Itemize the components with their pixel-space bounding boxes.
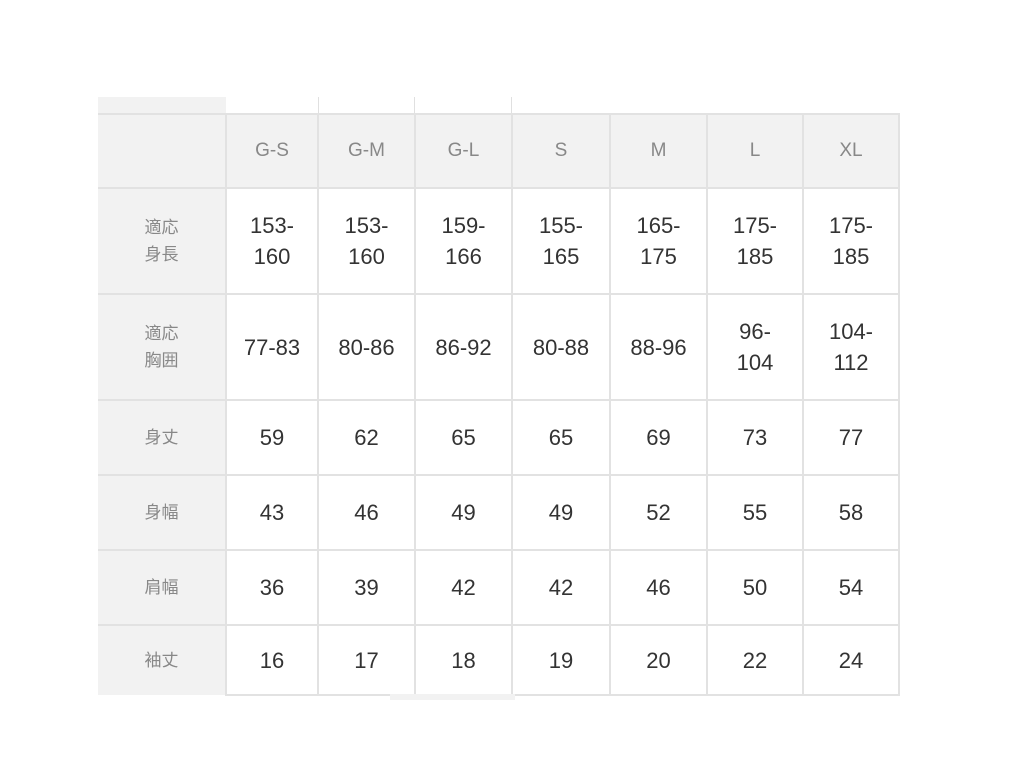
table-cell: 36 — [225, 549, 319, 626]
table-cell: 175- 185 — [802, 187, 900, 295]
table-cell: 153- 160 — [225, 187, 319, 295]
table-cell: 49 — [414, 474, 513, 551]
top-strip — [98, 97, 226, 113]
table-cell: 175- 185 — [706, 187, 804, 295]
divider — [318, 97, 319, 113]
table-cell: 59 — [225, 399, 319, 476]
header-row: G-S G-M G-L S M L XL — [98, 113, 900, 189]
table-cell: 165- 175 — [609, 187, 708, 295]
table-cell: 69 — [609, 399, 708, 476]
row-label: 適応 胸囲 — [98, 293, 227, 401]
size-chart-table: G-S G-M G-L S M L XL 適応 身長 153- 160 153- 160 159-… — [98, 113, 900, 696]
table-row: 身丈 59 62 65 65 69 73 77 — [98, 399, 900, 476]
row-label: 身幅 — [98, 474, 227, 551]
table-cell: 77-83 — [225, 293, 319, 401]
table-cell: 19 — [511, 624, 611, 696]
table-cell: 16 — [225, 624, 319, 696]
table-cell: 42 — [414, 549, 513, 626]
table-cell: 80-86 — [317, 293, 416, 401]
table-cell: 46 — [609, 549, 708, 626]
divider — [414, 97, 415, 113]
table-cell: 54 — [802, 549, 900, 626]
table-cell: 62 — [317, 399, 416, 476]
corner-cell — [98, 113, 227, 189]
column-header-g-m: G-M — [317, 113, 416, 189]
column-header-g-s: G-S — [225, 113, 319, 189]
column-header-l: L — [706, 113, 804, 189]
table-cell: 159- 166 — [414, 187, 513, 295]
divider — [511, 97, 512, 113]
table-cell: 77 — [802, 399, 900, 476]
table-cell: 20 — [609, 624, 708, 696]
table-cell: 155- 165 — [511, 187, 611, 295]
table-cell: 73 — [706, 399, 804, 476]
row-label: 肩幅 — [98, 549, 227, 626]
table-cell: 42 — [511, 549, 611, 626]
table-row: 肩幅 36 39 42 42 46 50 54 — [98, 549, 900, 626]
column-header-xl: XL — [802, 113, 900, 189]
table-cell: 46 — [317, 474, 416, 551]
table-cell: 96- 104 — [706, 293, 804, 401]
table-row: 適応 身長 153- 160 153- 160 159- 166 155- 165 165… — [98, 187, 900, 295]
table-cell: 49 — [511, 474, 611, 551]
column-header-m: M — [609, 113, 708, 189]
table-cell: 39 — [317, 549, 416, 626]
table-cell: 65 — [414, 399, 513, 476]
table-cell: 104- 112 — [802, 293, 900, 401]
table-cell: 80-88 — [511, 293, 611, 401]
table-cell: 22 — [706, 624, 804, 696]
table-cell: 153- 160 — [317, 187, 416, 295]
table-cell: 24 — [802, 624, 900, 696]
bottom-strip — [390, 694, 515, 700]
table-cell: 58 — [802, 474, 900, 551]
table-cell: 50 — [706, 549, 804, 626]
table-cell: 55 — [706, 474, 804, 551]
table-row: 袖丈 16 17 18 19 20 22 24 — [98, 624, 900, 696]
table-cell: 18 — [414, 624, 513, 696]
table-row: 身幅 43 46 49 49 52 55 58 — [98, 474, 900, 551]
column-header-g-l: G-L — [414, 113, 513, 189]
table-cell: 65 — [511, 399, 611, 476]
table-row: 適応 胸囲 77-83 80-86 86-92 80-88 88-96 96- 104 104… — [98, 293, 900, 401]
row-label: 適応 身長 — [98, 187, 227, 295]
table-cell: 43 — [225, 474, 319, 551]
row-label: 袖丈 — [98, 624, 227, 695]
table-cell: 88-96 — [609, 293, 708, 401]
table-cell: 86-92 — [414, 293, 513, 401]
table-cell: 17 — [317, 624, 416, 696]
row-label: 身丈 — [98, 399, 227, 476]
column-header-s: S — [511, 113, 611, 189]
table-cell: 52 — [609, 474, 708, 551]
